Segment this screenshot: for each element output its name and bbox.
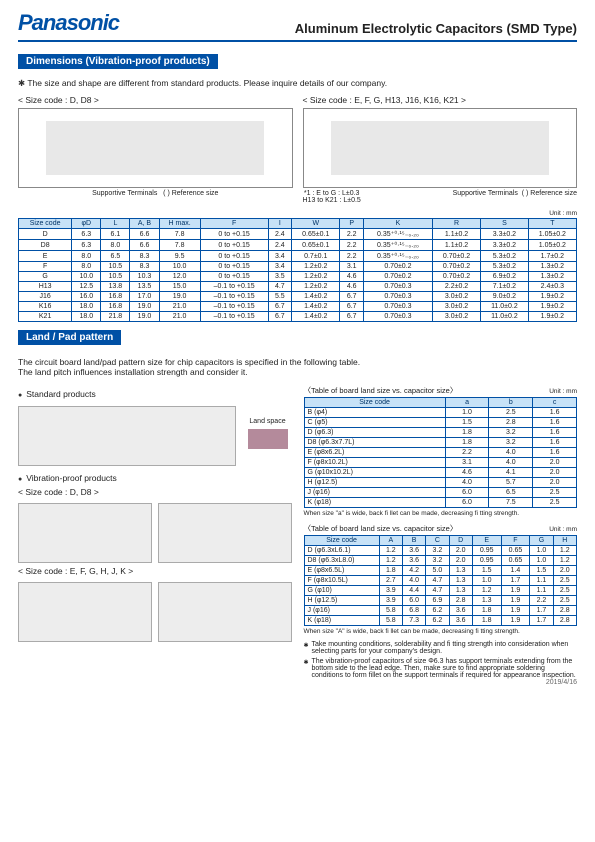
land-tbl2-unit: Unit : mm	[549, 526, 577, 533]
vib-efghjk-title: < Size code : E, F, G, H, J, K >	[18, 566, 292, 576]
landspace-label: Land space	[244, 418, 292, 455]
land-tbl1-unit: Unit : mm	[549, 388, 577, 395]
page-header: Panasonic Aluminum Electrolytic Capacito…	[18, 10, 577, 42]
vib-dd8-diagram-1	[18, 503, 152, 563]
land-tbl1-footnote: When size "a" is wide, back fi llet can …	[304, 510, 578, 517]
diag-label-tolerance: *1 : E to G : L±0.3H13 to K21 : L±0.5 Su…	[303, 190, 578, 204]
document-title: Aluminum Electrolytic Capacitors (SMD Ty…	[295, 21, 577, 36]
revision-date: 2019/4/16	[546, 679, 577, 686]
vib-dd8-diagram-2	[158, 503, 292, 563]
land-table-2: Size codeABCDEFGH D (φ6.3xL6.1)1.23.63.2…	[304, 535, 578, 626]
diagram-title-dd8: < Size code : D, D8 >	[18, 95, 293, 105]
standard-products-label: Standard products	[18, 389, 292, 399]
diagram-title-efg: < Size code : E, F, G, H13, J16, K16, K2…	[303, 95, 578, 105]
dimensions-table: Size codeφDLA, BH max.FIWPKRST D6.36.16.…	[18, 218, 577, 322]
land-tbl1-title: Table of board land size vs. capacitor s…	[304, 385, 458, 396]
diagram-efg	[303, 108, 578, 188]
dimension-diagrams: < Size code : D, D8 > Supportive Termina…	[18, 95, 577, 204]
dimensions-note: The size and shape are different from st…	[18, 78, 577, 89]
brand-logo: Panasonic	[18, 10, 119, 36]
land-tbl2-title: Table of board land size vs. capacitor s…	[304, 523, 458, 534]
vibration-products-label: Vibration-proof products	[18, 473, 292, 483]
diagram-dd8	[18, 108, 293, 188]
land-tbl2-footnote: When size "A" is wide, back fi llet can …	[304, 628, 578, 635]
unit-label-dim: Unit : mm	[18, 210, 577, 217]
diag-label-supportive-1: Supportive Terminals ( ) Reference size	[18, 190, 293, 197]
bottom-notes: Take mounting conditions, solderability …	[304, 641, 578, 679]
dimensions-section-bar: Dimensions (Vibration-proof products)	[18, 54, 218, 69]
standard-diagram	[18, 406, 236, 466]
vib-dd8-title: < Size code : D, D8 >	[18, 487, 292, 497]
vib-efghjk-diagram-2	[158, 582, 292, 642]
land-description: The circuit board land/pad pattern size …	[18, 357, 577, 377]
vib-efghjk-diagram-1	[18, 582, 152, 642]
land-table-1: Size codeabc B (φ4)1.02.51.6C (φ5)1.52.8…	[304, 397, 578, 508]
land-section-bar: Land / Pad pattern	[18, 330, 121, 345]
